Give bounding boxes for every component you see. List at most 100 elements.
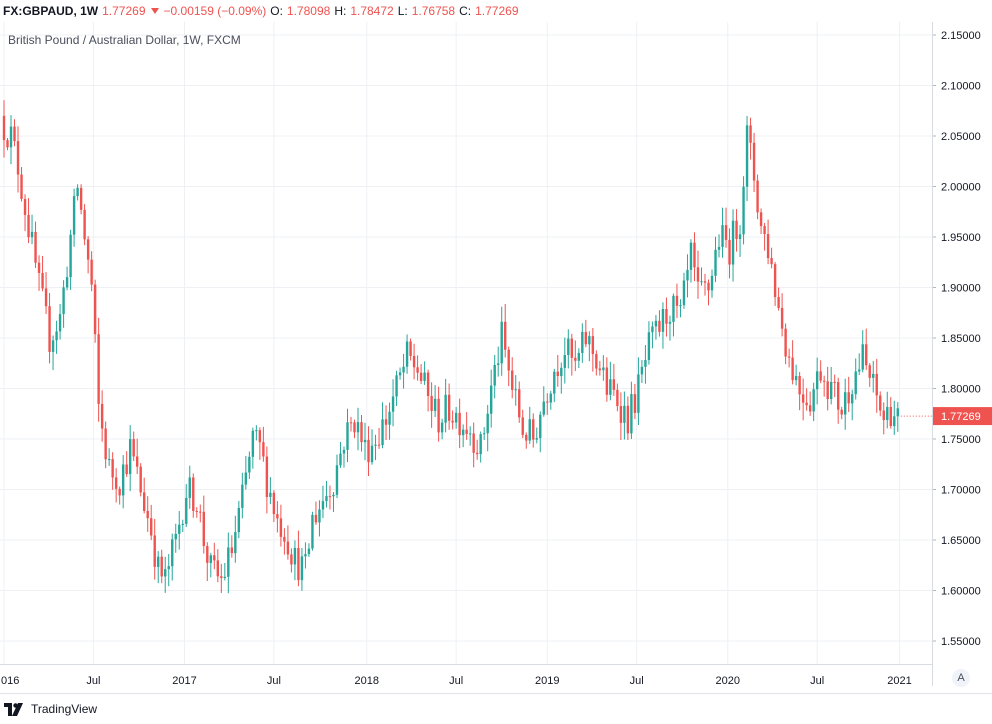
candle-body	[16, 141, 20, 175]
candle-body	[107, 459, 111, 461]
candle-body	[475, 452, 479, 455]
x-tick-label: Jul	[810, 675, 824, 687]
candle-body	[879, 395, 882, 411]
candle-body	[707, 282, 710, 291]
candle-body	[861, 344, 864, 370]
candle-body	[703, 281, 707, 283]
symbol-label[interactable]: FX:GBPAUD, 1W	[3, 4, 99, 18]
candle-body	[731, 220, 735, 265]
candle-body	[658, 320, 661, 332]
time-axis: 016 Jul 2017 Jul 2018 Jul 2019 Jul 2020 Jul 2021	[1, 675, 912, 687]
low-value: 1.76758	[411, 4, 456, 18]
candle-body	[482, 433, 486, 435]
candle-body	[58, 314, 62, 332]
y-tick-label: 1.85000	[941, 333, 981, 345]
candle-body	[76, 187, 79, 197]
candle-body	[787, 356, 791, 358]
close-label: C:	[459, 4, 472, 18]
candle-body	[419, 372, 423, 381]
candle-body	[335, 465, 339, 495]
x-tick-label: Jul	[86, 675, 100, 687]
candle-body	[461, 429, 465, 436]
x-tick-label: 2020	[716, 675, 740, 687]
tradingview-branding[interactable]: TradingView	[4, 702, 97, 716]
candle-body	[581, 331, 584, 353]
auto-scale-button[interactable]: A	[952, 669, 970, 687]
candle-body	[41, 272, 44, 289]
y-tick-label: 1.90000	[941, 283, 981, 295]
candle-body	[178, 524, 181, 534]
candle-body	[409, 341, 412, 356]
candle-body	[721, 225, 724, 247]
candle-body	[598, 368, 602, 371]
candle-body	[206, 546, 209, 563]
candle-body	[346, 422, 349, 450]
candle-body	[724, 225, 728, 240]
candle-body	[570, 338, 574, 358]
candle-body	[55, 331, 58, 341]
candle-body	[27, 214, 30, 238]
candle-body	[202, 511, 205, 547]
candle-body	[139, 466, 142, 493]
candle-body	[563, 355, 566, 368]
candle-body	[360, 422, 363, 443]
candle-body	[675, 295, 679, 306]
candle-body	[157, 556, 160, 567]
candle-body	[135, 456, 139, 467]
candle-body	[595, 354, 598, 369]
candle-body	[223, 576, 227, 579]
candle-body	[353, 422, 356, 433]
candle-body	[689, 242, 693, 270]
last-price-label: 1.77269	[941, 411, 981, 423]
price-axis: 2.15000 2.10000 2.05000 2.00000 1.95000 1.900…	[932, 30, 981, 648]
candle-body	[528, 419, 531, 441]
candle-body	[48, 306, 51, 352]
x-tick-label: Jul	[267, 675, 281, 687]
candle-body	[777, 297, 780, 308]
candle-body	[51, 340, 55, 352]
candle-body	[745, 125, 749, 187]
candle-body	[766, 234, 770, 259]
candle-body	[65, 277, 69, 288]
candle-body	[164, 569, 167, 577]
candle-body	[276, 514, 279, 519]
candle-body	[311, 514, 314, 549]
tradingview-label: TradingView	[31, 702, 98, 716]
candle-body	[654, 320, 658, 327]
candle-body	[153, 535, 156, 567]
candle-body	[370, 445, 374, 463]
candle-body	[307, 548, 311, 555]
candle-body	[377, 444, 381, 446]
x-tick-label: Jul	[449, 675, 463, 687]
candle-body	[426, 372, 430, 396]
candle-body	[668, 321, 672, 324]
candle-body	[535, 438, 538, 440]
candle-body	[381, 419, 384, 446]
candle-body	[546, 401, 549, 403]
candle-body	[100, 403, 104, 429]
candle-body	[279, 518, 283, 537]
candle-body	[220, 576, 223, 579]
candle-body	[69, 234, 72, 278]
candle-body	[444, 394, 447, 423]
candle-body	[560, 367, 563, 377]
candle-body	[188, 477, 191, 498]
candle-body	[440, 422, 444, 433]
candle-body	[114, 477, 118, 489]
candle-body	[665, 309, 668, 324]
candle-body	[893, 416, 896, 427]
y-tick-label: 2.15000	[941, 30, 981, 42]
candle-body	[363, 439, 367, 443]
candle-body	[9, 126, 13, 148]
candle-body	[472, 433, 475, 453]
candle-body	[454, 412, 458, 423]
candle-body	[318, 509, 321, 523]
symbol-header: FX:GBPAUD, 1W 1.77269 −0.00159 (−0.09%) …	[3, 3, 519, 19]
x-tick-label: Jul	[630, 675, 644, 687]
candle-body	[269, 492, 272, 497]
candle-body	[717, 246, 721, 250]
candle-body	[20, 174, 23, 199]
candle-body	[118, 488, 121, 496]
candle-body	[146, 510, 149, 519]
